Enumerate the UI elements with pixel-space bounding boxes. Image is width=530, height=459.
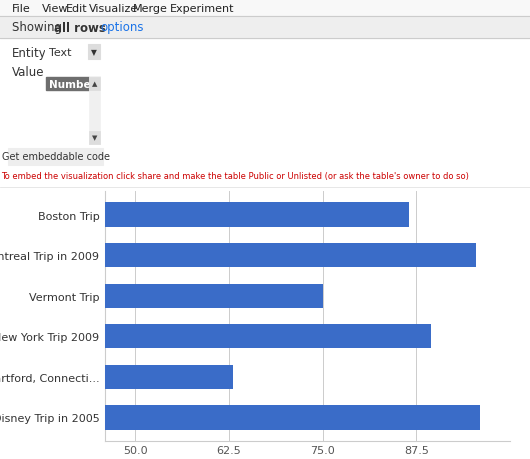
Bar [45, 77, 100, 145]
Bar [45, 45, 95, 60]
Text: Edit: Edit [66, 4, 87, 14]
Bar [0, 405, 480, 430]
Text: ▲: ▲ [92, 81, 97, 87]
Text: Value: Value [12, 67, 45, 79]
Text: Get embeddable code: Get embeddable code [2, 152, 110, 162]
Text: Showing: Showing [12, 22, 66, 34]
Text: To embed the visualization click share and make the table Public or Unlisted (or: To embed the visualization click share a… [1, 172, 469, 181]
Bar [0, 325, 431, 349]
Text: File: File [12, 4, 31, 14]
Bar [8, 149, 103, 166]
Text: ▼: ▼ [91, 48, 97, 57]
Text: all rows: all rows [54, 22, 106, 34]
Bar [0, 243, 476, 268]
Bar [0, 0, 530, 17]
Bar [46, 78, 89, 91]
Bar [0, 203, 409, 227]
Bar [0, 284, 322, 308]
Text: ▼: ▼ [92, 135, 97, 141]
Text: options: options [100, 22, 144, 34]
Text: Merge: Merge [133, 4, 168, 14]
Bar [89, 132, 100, 145]
Text: Number: Number [49, 79, 96, 90]
Bar [88, 45, 100, 60]
Bar [89, 77, 100, 145]
Text: Text: Text [49, 47, 72, 57]
Text: Visualize: Visualize [89, 4, 138, 14]
Text: Experiment: Experiment [170, 4, 234, 14]
Bar [0, 17, 530, 39]
Bar [0, 365, 233, 389]
Bar [89, 78, 100, 91]
Text: View: View [42, 4, 68, 14]
Text: Entity: Entity [12, 46, 47, 59]
